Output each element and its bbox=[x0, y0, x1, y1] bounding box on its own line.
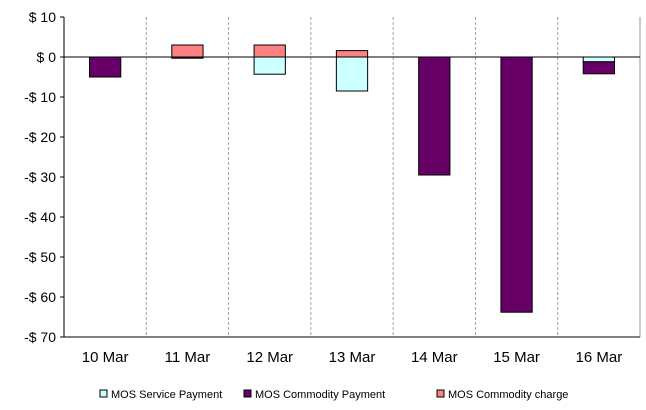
y-tick-label: -$ 70 bbox=[24, 329, 56, 345]
legend-swatch bbox=[99, 389, 108, 398]
y-tick-label: -$ 40 bbox=[24, 209, 56, 225]
y-tick-label: -$ 30 bbox=[24, 169, 56, 185]
legend: MOS Service Payment MOS Commodity Payment… bbox=[99, 389, 568, 401]
bar bbox=[89, 56, 122, 78]
x-tick-label: 16 Mar bbox=[576, 349, 623, 366]
bar bbox=[171, 44, 204, 58]
x-tick-label: 11 Mar bbox=[165, 349, 211, 366]
axis-layer: $ 10 $ 0 -$ 10 -$ 20 -$ 30 -$ 40 -$ 50 -$ 60 -$ … bbox=[24, 9, 640, 366]
legend-swatch bbox=[243, 389, 252, 398]
bar bbox=[582, 61, 615, 75]
y-tick-label: -$ 10 bbox=[24, 89, 56, 105]
bar bbox=[418, 56, 451, 176]
legend-label: MOS Service Payment bbox=[111, 389, 222, 401]
x-tick-label: 12 Mar bbox=[246, 349, 293, 366]
y-tick-label: -$ 50 bbox=[24, 249, 56, 265]
bar-layer bbox=[89, 44, 615, 313]
x-tick-label: 13 Mar bbox=[329, 349, 376, 366]
bar bbox=[253, 56, 286, 75]
bar bbox=[335, 50, 369, 58]
bar bbox=[253, 44, 286, 58]
y-tick-label: $ 10 bbox=[29, 9, 56, 25]
legend-swatch bbox=[436, 389, 445, 398]
x-tick-label: 15 Mar bbox=[493, 349, 540, 366]
x-tick-label: 14 Mar bbox=[411, 349, 458, 366]
bar bbox=[500, 56, 533, 313]
legend-label: MOS Commodity Payment bbox=[255, 389, 385, 401]
bar bbox=[335, 56, 369, 92]
x-tick-label: 10 Mar bbox=[82, 349, 129, 366]
y-tick-label: -$ 20 bbox=[24, 129, 56, 145]
y-tick-label: -$ 60 bbox=[24, 289, 56, 305]
grid-layer bbox=[145, 17, 641, 337]
bar bbox=[582, 56, 615, 63]
y-tick-label: $ 0 bbox=[37, 49, 57, 65]
legend-label: MOS Commodity charge bbox=[448, 389, 568, 401]
